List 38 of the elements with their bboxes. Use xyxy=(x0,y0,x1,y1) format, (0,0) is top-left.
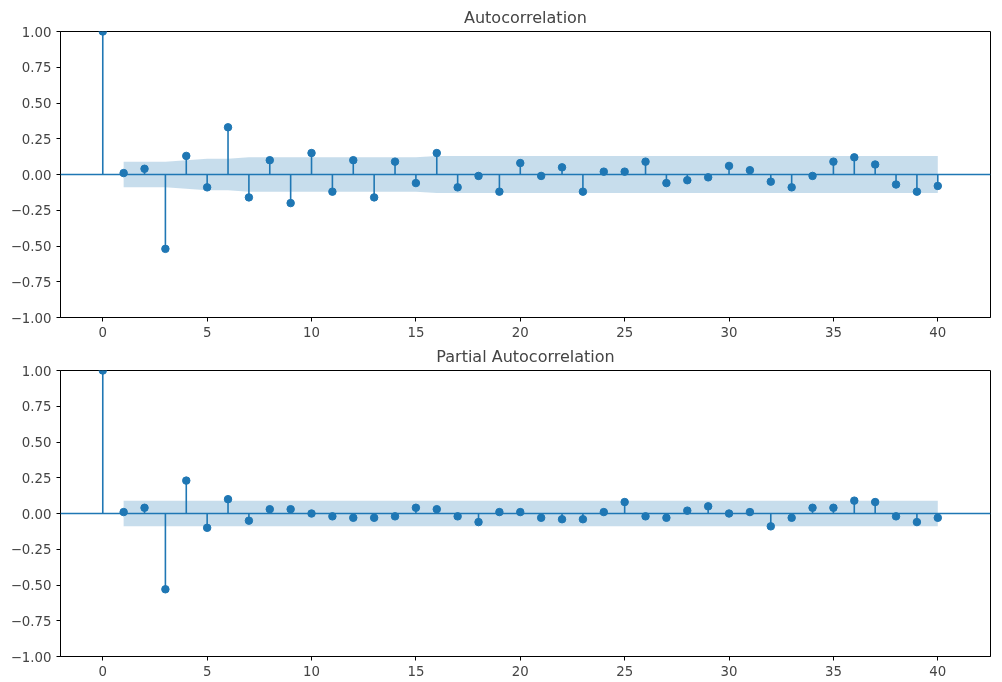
y-tick-label: 0.00 xyxy=(21,167,52,183)
x-tick-label: 15 xyxy=(407,324,425,340)
y-tick-label: 0.00 xyxy=(21,506,52,522)
y-tick-label: −0.25 xyxy=(10,542,52,558)
x-tick-label: 40 xyxy=(929,324,947,340)
y-tick-label: 0.75 xyxy=(21,399,52,415)
x-tick-label: 10 xyxy=(303,663,321,679)
x-tick-label: 15 xyxy=(407,663,425,679)
y-tick-label: −0.25 xyxy=(10,203,52,219)
x-tick-label: 0 xyxy=(98,324,108,340)
y-tick-label: 0.75 xyxy=(21,60,52,76)
x-tick-label: 25 xyxy=(616,324,634,340)
x-tick-label: 20 xyxy=(511,324,529,340)
y-tick-label: 0.50 xyxy=(21,435,52,450)
chart-title: Autocorrelation xyxy=(464,7,587,27)
y-tick-label: 1.00 xyxy=(21,363,52,379)
chart-title: Partial Autocorrelation xyxy=(436,346,615,366)
x-tick-label: 30 xyxy=(720,663,738,679)
x-tick-label: 10 xyxy=(303,324,321,340)
x-tick-label: 35 xyxy=(824,324,842,340)
x-tick-label: 0 xyxy=(98,663,108,679)
y-tick-label: −1.00 xyxy=(10,649,52,665)
y-tick-label: 1.00 xyxy=(21,24,52,40)
y-tick-label: −1.00 xyxy=(10,310,52,326)
y-tick-label: 0.50 xyxy=(21,96,52,111)
x-tick-label: 25 xyxy=(616,663,634,679)
x-tick-label: 40 xyxy=(929,663,947,679)
x-tick-label: 5 xyxy=(202,663,212,679)
x-tick-label: 20 xyxy=(511,663,529,679)
y-tick-label: −0.50 xyxy=(10,578,52,593)
y-tick-label: 0.25 xyxy=(21,470,52,486)
x-tick-label: 5 xyxy=(202,324,212,340)
y-tick-label: −0.75 xyxy=(10,613,52,629)
y-tick-label: 0.25 xyxy=(21,131,52,147)
x-tick-label: 35 xyxy=(824,663,842,679)
x-tick-label: 30 xyxy=(720,324,738,340)
y-tick-label: −0.75 xyxy=(10,274,52,290)
y-tick-label: −0.50 xyxy=(10,239,52,254)
